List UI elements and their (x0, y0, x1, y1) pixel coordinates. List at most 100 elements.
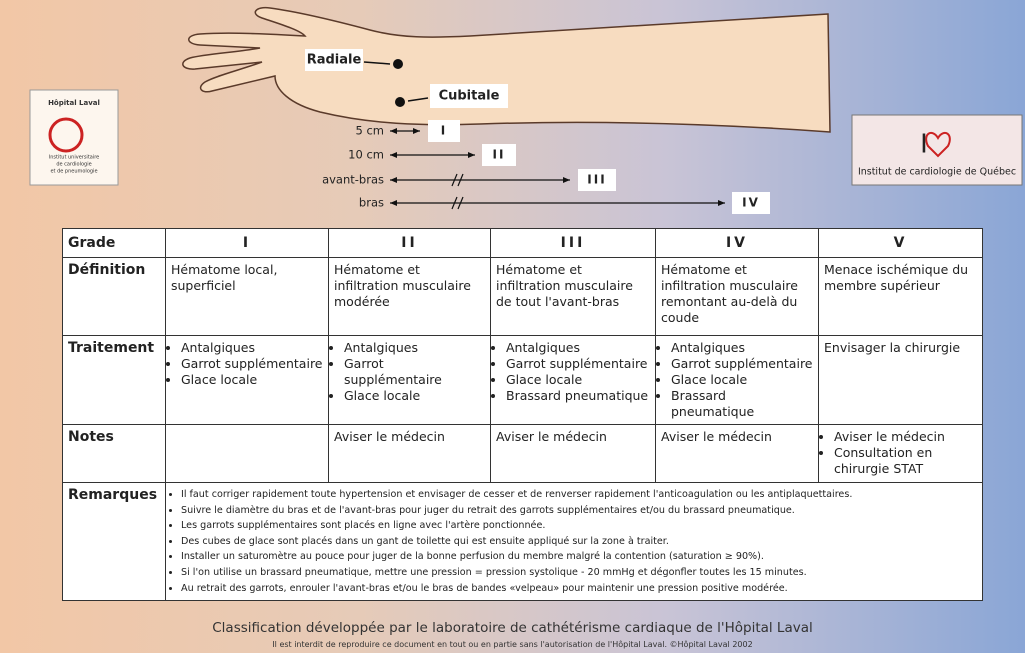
remark-item: Des cubes de glace sont placés dans un g… (181, 534, 977, 550)
row-label: Définition (62, 257, 166, 336)
remark-item: Installer un saturomètre au pouce pour j… (181, 549, 977, 565)
list-cell: Aviser le médecinConsultation en chirurg… (818, 424, 983, 483)
label-box (305, 49, 363, 71)
bullet-item: Antalgiques (506, 340, 650, 356)
logo-left-box (29, 89, 119, 186)
bullet-item: Glace locale (181, 372, 323, 388)
grade-header: II (328, 228, 491, 258)
remarks-cell: Il faut corriger rapidement toute hypert… (165, 481, 983, 602)
pulse-dot (395, 97, 405, 107)
table-row: Notes Aviser le médecin Aviser le médecin A… (62, 424, 983, 483)
bullet-item: Glace locale (344, 388, 485, 404)
distance-scale: 5 cm I 10 cm II avant-bras III bras IV (322, 120, 770, 214)
text-cell: Aviser le médecin (655, 424, 819, 483)
bullet-item: Garrot supplémentaire (181, 356, 323, 372)
remark-item: Les garrots supplémentaires sont placés … (181, 518, 977, 534)
logo-left-subtitle: Institut universitaire (49, 155, 100, 161)
remark-item: Au retrait des garrots, enrouler l'avant… (181, 581, 977, 597)
distance-label: bras (359, 196, 384, 210)
empty-cell (165, 424, 329, 483)
bullet-item: Garrot supplémentaire (506, 356, 650, 372)
text-cell: Hématome local, superficiel (165, 257, 329, 336)
break-mark (451, 196, 464, 210)
bullet-item: Garrot supplémentaire (344, 356, 485, 388)
remark-item: Il faut corriger rapidement toute hypert… (181, 487, 977, 503)
list-cell: AntalgiquesGarrot supplémentaireGlace lo… (655, 335, 819, 425)
row-label: Notes (62, 424, 166, 483)
bullet-item: Aviser le médecin (834, 429, 977, 445)
grade-box (428, 120, 460, 142)
bullet-item: Antalgiques (671, 340, 813, 356)
bullet-item: Antalgiques (344, 340, 485, 356)
remarks-list: Il faut corriger rapidement toute hypert… (171, 487, 977, 596)
label-box (430, 84, 508, 108)
row-label: Remarques (62, 481, 166, 602)
grade-box (482, 144, 516, 166)
bullet-list: AntalgiquesGarrot supplémentaireGlace lo… (496, 340, 650, 404)
grade-label: I (441, 124, 447, 138)
logo-right-mark: I (920, 130, 928, 160)
pulse-dot (393, 59, 403, 69)
grade-header: I (165, 228, 329, 258)
text-cell: Aviser le médecin (490, 424, 656, 483)
row-label: Traitement (62, 335, 166, 425)
grade-table: Grade I II III IV V Définition Hématome local,… (62, 228, 983, 602)
table-row: Définition Hématome local, superficiel Hém… (62, 257, 983, 336)
arrow (363, 61, 391, 65)
list-cell: AntalgiquesGarrot supplémentaireGlace lo… (328, 335, 491, 425)
text-cell: Hématome et infiltration musculaire de t… (490, 257, 656, 336)
grade-label: II (493, 148, 506, 162)
arm (182, 6, 831, 133)
arrowhead (390, 128, 420, 134)
bullet-list: AntalgiquesGarrot supplémentaireGlace lo… (334, 340, 485, 404)
list-cell: AntalgiquesGarrot supplémentaireGlace lo… (490, 335, 656, 425)
logo-right-heart (925, 131, 951, 158)
site-label: Cubitale (439, 89, 500, 104)
logo-left-subtitle: et de pneumologie (50, 169, 97, 175)
footer-title: Classification développée par le laborat… (212, 620, 813, 636)
bullet-item: Brassard pneumatique (671, 388, 813, 420)
text-cell: Hématome et infiltration musculaire remo… (655, 257, 819, 336)
bullet-item: Antalgiques (181, 340, 323, 356)
bullet-item: Consultation en chirurgie STAT (834, 445, 977, 477)
logo-left-emblem (48, 117, 84, 153)
grade-header: IV (655, 228, 819, 258)
arm-diagram: 5 cm I 10 cm II avant-bras III bras IV Hôpital … (29, 6, 1023, 214)
grade-header: III (490, 228, 656, 258)
footer-note: Il est interdit de reproduire ce documen… (272, 640, 753, 649)
logo-right-box (851, 114, 1023, 186)
bullet-list: Aviser le médecinConsultation en chirurg… (824, 429, 977, 477)
text-cell: Aviser le médecin (328, 424, 491, 483)
text-cell: Hématome et infiltration musculaire modé… (328, 257, 491, 336)
logo-left-subtitle: de cardiologie (56, 162, 91, 168)
list-cell: AntalgiquesGarrot supplémentaireGlace lo… (165, 335, 329, 425)
bullet-item: Glace locale (671, 372, 813, 388)
site-label: Radiale (307, 53, 362, 68)
grade-box (578, 169, 616, 191)
logo-right-name: Institut de cardiologie de Québec (858, 167, 1016, 178)
distance-label: 5 cm (356, 124, 385, 138)
remark-item: Si l'on utilise un brassard pneumatique,… (181, 565, 977, 581)
header-row: Grade I II III IV V (62, 228, 983, 258)
text-cell: Menace ischémique du membre supérieur (818, 257, 983, 336)
bullet-list: AntalgiquesGarrot supplémentaireGlace lo… (661, 340, 813, 420)
bullet-list: AntalgiquesGarrot supplémentaireGlace lo… (171, 340, 323, 388)
grade-box (732, 192, 770, 214)
remark-item: Suivre le diamètre du bras et de l'avant… (181, 503, 977, 519)
text-cell: Envisager la chirurgie (818, 335, 983, 425)
table-row: TraitementAntalgiquesGarrot supplémentai… (62, 335, 983, 425)
grade-label: III (587, 173, 606, 187)
bullet-item: Brassard pneumatique (506, 388, 650, 404)
distance-label: avant-bras (322, 173, 384, 187)
arrow (407, 97, 429, 102)
grade-header: V (818, 228, 983, 258)
distance-label: 10 cm (348, 148, 384, 162)
logo-left-name: Hôpital Laval (48, 99, 100, 107)
bullet-item: Garrot supplémentaire (671, 356, 813, 372)
grade-label: IV (742, 196, 760, 210)
bullet-item: Glace locale (506, 372, 650, 388)
remarks-row: Remarques Il faut corriger rapidement tou… (62, 481, 983, 602)
header-label: Grade (62, 228, 166, 258)
break-mark (451, 173, 464, 187)
